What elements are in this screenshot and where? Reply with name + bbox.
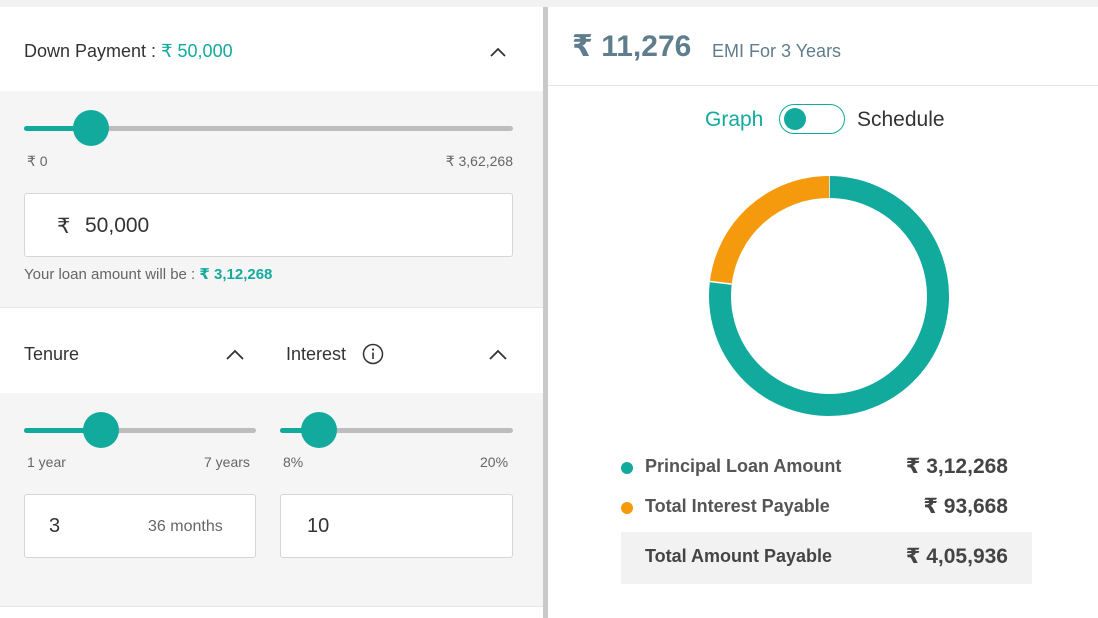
tenure-label: Tenure — [24, 344, 80, 364]
principal-value: ₹ 3,12,268 — [905, 455, 1008, 478]
interest-slider[interactable] — [280, 412, 513, 448]
interest-slice — [709, 176, 830, 285]
down-payment-input[interactable]: ₹ 50,000 — [24, 193, 513, 257]
emi-donut-chart — [709, 176, 949, 416]
slider-thumb[interactable] — [73, 110, 110, 146]
principal-label: Principal Loan Amount — [645, 456, 842, 476]
down-payment-header[interactable]: Down Payment : ₹ 50,000 — [0, 7, 543, 91]
tenure-input-value[interactable]: 3 — [49, 515, 61, 537]
slider-fill — [24, 428, 102, 433]
total-payable-row: Total Amount Payable ₹ 4,05,936 — [621, 532, 1032, 584]
interest-max-label: 20% — [480, 454, 509, 470]
down-payment-slider[interactable] — [24, 110, 513, 146]
tenure-chevron-up-icon[interactable] — [226, 348, 244, 362]
slider-thumb[interactable] — [83, 412, 120, 448]
legend-principal: Principal Loan Amount ₹ 3,12,268 — [621, 451, 1035, 481]
down-payment-max-label: ₹ 3,62,268 — [445, 153, 513, 169]
tenure-slider[interactable] — [24, 412, 256, 448]
interest-min-label: 8% — [283, 454, 304, 470]
emi-amount: ₹ 11,276 — [572, 30, 692, 63]
interest-input[interactable]: 10 — [280, 494, 513, 558]
slider-track[interactable] — [24, 428, 256, 433]
emi-result-panel: ₹ 11,276 EMI For 3 Years Graph Schedule … — [548, 7, 1098, 618]
tenure-input[interactable]: 3 36 months — [24, 494, 256, 558]
chevron-up-icon[interactable] — [490, 45, 506, 59]
emi-header: ₹ 11,276 EMI For 3 Years — [548, 7, 1098, 86]
loan-amount-note: Your loan amount will be : ₹ 3,12,268 — [24, 265, 272, 283]
graph-schedule-toggle[interactable] — [779, 104, 845, 134]
info-icon[interactable] — [362, 343, 384, 365]
legend-interest: Total Interest Payable ₹ 93,668 — [621, 491, 1035, 521]
slider-track[interactable] — [280, 428, 513, 433]
tenure-months-label: 36 months — [148, 518, 223, 535]
toggle-knob[interactable] — [784, 108, 806, 130]
down-payment-title: Down Payment : ₹ 50,000 — [24, 41, 233, 62]
down-payment-min-label: ₹ 0 — [27, 153, 48, 169]
tenure-interest-header: Tenure Interest — [0, 307, 543, 393]
slice-separator — [709, 280, 732, 285]
slider-fill — [24, 126, 92, 131]
interest-dot-icon — [621, 502, 633, 514]
loan-input-panel: Down Payment : ₹ 50,000 ₹ 0 ₹ 3,62,268 ₹… — [0, 7, 543, 618]
interest-chevron-up-icon[interactable] — [489, 348, 507, 362]
interest-total-value: ₹ 93,668 — [923, 495, 1008, 518]
total-payable-label: Total Amount Payable — [645, 546, 833, 566]
graph-toggle-label[interactable]: Graph — [705, 108, 764, 131]
tenure-max-label: 7 years — [204, 454, 250, 470]
next-section-edge — [0, 606, 543, 618]
slider-thumb[interactable] — [300, 412, 337, 448]
panel-divider — [543, 7, 548, 618]
slider-track[interactable] — [24, 126, 513, 131]
interest-input-value[interactable]: 10 — [307, 515, 330, 537]
rupee-symbol: ₹ — [57, 215, 71, 238]
interest-total-label: Total Interest Payable — [645, 496, 830, 516]
total-payable-value: ₹ 4,05,936 — [905, 545, 1008, 568]
principal-dot-icon — [621, 462, 633, 474]
schedule-toggle-label[interactable]: Schedule — [857, 108, 945, 131]
down-payment-value: ₹ 50,000 — [161, 41, 233, 61]
loan-amount-value: ₹ 3,12,268 — [199, 266, 273, 283]
loan-amount-note-label: Your loan amount will be : — [24, 266, 196, 283]
slider-fill — [280, 428, 319, 433]
principal-slice — [709, 176, 949, 416]
emi-caption: EMI For 3 Years — [712, 41, 842, 61]
down-payment-input-value[interactable]: 50,000 — [85, 214, 150, 237]
interest-label: Interest — [286, 344, 347, 364]
tenure-min-label: 1 year — [27, 454, 66, 470]
down-payment-label: Down Payment : — [24, 41, 157, 61]
